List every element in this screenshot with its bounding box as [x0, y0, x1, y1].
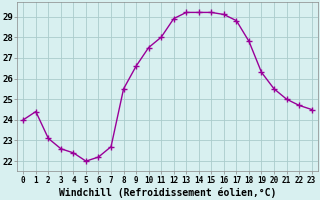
X-axis label: Windchill (Refroidissement éolien,°C): Windchill (Refroidissement éolien,°C)	[59, 187, 276, 198]
